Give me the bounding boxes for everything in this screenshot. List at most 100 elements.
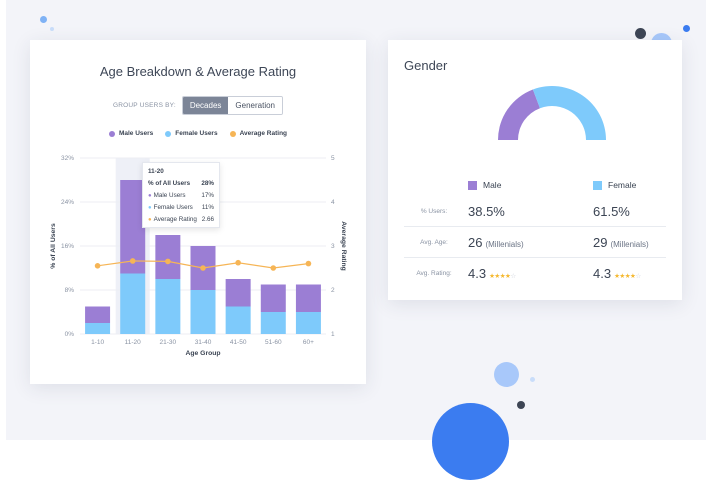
chart-legend: Male Users Female Users Average Rating: [30, 130, 366, 137]
male-users-pct: 38.5%: [468, 203, 505, 219]
rating-point: [94, 263, 101, 269]
rating-point: [270, 265, 277, 271]
header-male-label: Male: [483, 180, 502, 190]
bar-female: [225, 306, 251, 334]
x-tick-label: 60+: [303, 339, 314, 346]
x-tick-label: 51-60: [265, 339, 282, 346]
decor-dot: [517, 401, 525, 409]
header-female-label: Female: [608, 180, 637, 190]
legend-swatch-female: [165, 130, 172, 137]
bar-female: [295, 312, 321, 334]
x-tick-label: 11-20: [125, 339, 142, 346]
chart-tooltip: 11-20 % of All Users 28% ● Male Users 17% ●…: [142, 162, 220, 228]
female-value: 29 (Millenials): [565, 235, 666, 250]
y2-tick-label: 1: [331, 331, 335, 338]
bar-female: [155, 279, 181, 334]
age-breakdown-card: Age Breakdown & Average Rating GROUP USE…: [30, 40, 366, 384]
tooltip-label: Male Users: [153, 192, 186, 199]
legend-item-female[interactable]: Female Users: [165, 130, 218, 137]
legend-item-rating[interactable]: Average Rating: [229, 130, 288, 137]
row-label: % Users:: [420, 207, 448, 215]
male-value: 4.3 ★★★★☆: [464, 266, 565, 281]
table-row: % Users: 38.5% 61.5%: [404, 196, 666, 227]
legend-label: Male Users: [118, 130, 154, 137]
bar-female: [120, 273, 146, 334]
rating-point: [235, 259, 241, 266]
bar-male: [85, 306, 111, 323]
decor-dot: [50, 27, 54, 31]
rating-point: [305, 260, 312, 267]
y2-tick-label: 2: [331, 287, 335, 294]
header-female: Female: [565, 180, 666, 190]
bar-female: [260, 312, 286, 334]
generation-button[interactable]: Generation: [228, 97, 282, 114]
tooltip-row: ● Average Rating 2.66: [148, 216, 214, 223]
decor-dot: [530, 377, 535, 382]
tooltip-row: ● Male Users 17%: [148, 192, 214, 199]
tooltip-value: 28%: [201, 180, 214, 187]
table-row: Avg. Rating: 4.3 ★★★★☆ 4.3 ★★★★☆: [404, 258, 666, 289]
x-axis-label: Age Group: [185, 350, 220, 357]
decor-dot: [40, 16, 47, 23]
rating-point: [165, 258, 171, 265]
group-users-label: GROUP USERS BY:: [112, 102, 176, 109]
group-segmented-control: Decades Generation: [181, 96, 283, 115]
x-tick-label: 31-40: [195, 339, 212, 346]
legend-label: Average Rating: [239, 130, 288, 137]
group-users-control: GROUP USERS BY: Decades Generation: [30, 96, 366, 115]
male-avg-age: 26: [468, 234, 483, 250]
bar-male: [260, 284, 286, 312]
decor-dot: [432, 403, 509, 480]
donut-segment-female: [532, 86, 606, 140]
y2-tick-label: 4: [331, 199, 335, 206]
legend-item-male[interactable]: Male Users: [108, 130, 154, 137]
legend-swatch-male: [108, 130, 115, 137]
tooltip-bullet: ●: [148, 217, 152, 223]
female-avg-rating: 4.3: [593, 266, 612, 281]
x-tick-label: 21-30: [160, 339, 177, 346]
tooltip-value: 17%: [201, 192, 214, 199]
female-avg-age: 29: [593, 234, 608, 250]
bar-male: [120, 180, 146, 274]
decor-dot: [683, 25, 690, 32]
star-rating-icon: ★★★★☆: [614, 273, 641, 280]
female-swatch: [593, 180, 602, 190]
legend-swatch-rating: [229, 130, 236, 137]
rating-point: [200, 265, 206, 271]
y2-tick-label: 3: [331, 243, 335, 250]
tooltip-bullet: ●: [148, 193, 152, 199]
y-tick-label: 24%: [61, 199, 74, 206]
bar-male: [225, 279, 251, 307]
decor-dot: [494, 362, 519, 387]
male-age-generation: (Millenials): [485, 239, 524, 249]
tooltip-bullet: ●: [148, 205, 152, 211]
table-row: Avg. Age: 26 (Millenials) 29 (Millenials): [404, 227, 666, 258]
female-users-pct: 61.5%: [593, 203, 630, 219]
decor-dot: [635, 28, 646, 39]
gender-table: Male Female % Users: 38.5% 61.5% Avg. Ag…: [404, 174, 666, 289]
age-chart: 0% 8% 16% 24% 32% 1 2 3 4 5 1-10 11-20 21-30 31-40 41-…: [50, 155, 347, 357]
bar-female: [85, 323, 111, 334]
y-tick-label: 32%: [61, 155, 74, 162]
bar-male: [155, 235, 181, 279]
decades-button[interactable]: Decades: [182, 97, 229, 114]
tooltip-value: 11%: [201, 204, 214, 211]
legend-label: Female Users: [175, 130, 218, 137]
bar-male: [295, 284, 321, 312]
row-label: Avg. Age:: [420, 238, 448, 246]
y-axis-label: % of All Users: [50, 223, 57, 269]
gender-donut-chart: [498, 86, 606, 140]
rating-point: [129, 258, 136, 264]
male-value: 26 (Millenials): [464, 235, 565, 250]
tooltip-title: 11-20: [148, 168, 164, 175]
female-value: 61.5%: [565, 204, 666, 219]
male-avg-rating: 4.3: [468, 266, 487, 281]
male-value: 38.5%: [464, 204, 565, 219]
tooltip-row: ● Female Users 11%: [148, 204, 214, 211]
star-rating-icon: ★★★★☆: [489, 273, 516, 280]
y-tick-label: 8%: [65, 287, 75, 294]
row-label: Avg. Rating:: [416, 270, 452, 277]
y-tick-label: 16%: [61, 243, 74, 250]
female-value: 4.3 ★★★★☆: [565, 266, 666, 281]
y-tick-label: 0%: [65, 331, 75, 338]
